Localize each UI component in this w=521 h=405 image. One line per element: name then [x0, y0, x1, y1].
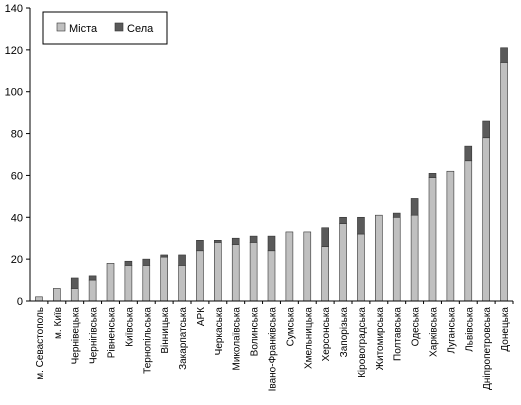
bar-segment-sela — [196, 240, 204, 252]
x-category-label: Тернопільська — [142, 307, 153, 374]
y-tick-label: 0 — [17, 296, 23, 308]
bar-segment-sela — [410, 198, 419, 216]
bar-segment-mista — [70, 288, 79, 302]
bar-segment-sela — [392, 212, 401, 218]
bar-segment-sela — [88, 275, 97, 281]
legend-label-sela: Села — [127, 23, 154, 35]
x-category-label: Дніпропетровська — [482, 307, 493, 390]
bar-segment-sela — [214, 240, 222, 243]
x-category-label: Закарпатська — [178, 307, 189, 370]
bar-segment-mista — [231, 244, 240, 302]
x-category-label: АРК — [196, 307, 207, 326]
y-tick-label: 140 — [5, 3, 23, 15]
x-category-label: Чернівецька — [71, 307, 82, 365]
y-tick-label: 100 — [5, 87, 23, 99]
x-category-label: Черкаська — [214, 307, 225, 356]
y-tick-label: 20 — [11, 254, 23, 266]
legend-swatch-sela — [114, 22, 124, 32]
bar-segment-mista — [124, 265, 133, 302]
bar-segment-mista — [285, 231, 294, 302]
bar-segment-mista — [357, 233, 365, 302]
x-category-label: Луганська — [446, 307, 457, 354]
bar-segment-mista — [339, 223, 347, 302]
bar-segment-mista — [160, 256, 168, 302]
x-category-label: Вінницька — [160, 307, 171, 354]
y-tick-label: 60 — [11, 170, 23, 182]
bar-segment-sela — [70, 277, 79, 289]
y-tick-label: 80 — [11, 129, 23, 141]
bar-segment-sela — [249, 235, 258, 243]
x-category-label: Полтавська — [393, 307, 404, 361]
bar-segment-sela — [321, 227, 329, 247]
x-category-label: Кіровоградська — [357, 307, 368, 378]
bar-segment-mista — [446, 170, 455, 302]
bar-segment-mista — [321, 246, 329, 302]
bar-segment-sela — [464, 145, 473, 162]
legend-swatch-mista — [56, 22, 66, 32]
y-tick-label: 120 — [5, 45, 23, 57]
bar-segment-mista — [142, 265, 151, 302]
bar-segment-sela — [160, 254, 168, 258]
bars — [35, 47, 508, 302]
x-category-label: Одеська — [411, 307, 422, 347]
bar-segment-sela — [124, 260, 133, 266]
bar-segment-sela — [482, 120, 490, 139]
bar-segment-mista — [106, 263, 115, 302]
bar-segment-mista — [303, 231, 312, 302]
x-category-label: Рівненська — [107, 307, 118, 359]
bar-segment-mista — [178, 265, 186, 302]
bar-segment-mista — [464, 160, 473, 302]
bar-segment-mista — [392, 216, 401, 302]
y-axis: 0 20 40 60 80 100 120 140 — [5, 3, 31, 308]
x-category-label: Запорізька — [339, 307, 350, 358]
bar-segment-mista — [267, 250, 276, 302]
bar-segment-mista — [35, 296, 43, 302]
x-category-label: Чернігівська — [89, 307, 100, 364]
bar-segment-mista — [375, 214, 383, 302]
bar-segment-sela — [357, 216, 365, 235]
bar-segment-mista — [482, 137, 490, 302]
x-category-label: Херсонська — [321, 307, 332, 362]
bar-segment-sela — [339, 216, 347, 224]
bar-segment-sela — [267, 235, 276, 252]
bar-segment-mista — [500, 62, 508, 302]
bar-segment-sela — [428, 173, 437, 178]
bar-segment-mista — [249, 242, 258, 302]
bar-segment-sela — [178, 254, 186, 266]
bar-segment-mista — [88, 279, 97, 302]
bar-segment-mista — [196, 250, 204, 302]
x-category-label: Київська — [124, 307, 135, 347]
x-category-label: Івано-Франківська — [268, 307, 279, 392]
x-category-label: Миколаївська — [232, 307, 243, 371]
bar-segment-sela — [500, 47, 508, 63]
bar-segment-mista — [410, 214, 419, 302]
x-category-label: Хмельницька — [303, 307, 314, 369]
x-category-label: Житомирська — [375, 307, 386, 371]
bar-segment-mista — [428, 177, 437, 302]
y-tick-label: 40 — [11, 212, 23, 224]
legend: Міста Села — [42, 11, 168, 45]
bar-segment-sela — [142, 258, 151, 266]
x-category-label: м. Київ — [53, 307, 64, 339]
bar-segment-mista — [53, 288, 61, 302]
bar-segment-mista — [214, 242, 222, 302]
x-category-label: Волинська — [250, 307, 261, 357]
bar-segment-sela — [231, 237, 240, 245]
x-category-label: Харківська — [429, 307, 440, 357]
legend-label-mista: Міста — [69, 23, 98, 35]
x-category-label: Львівська — [464, 307, 475, 352]
x-category-label: Донецька — [500, 307, 511, 352]
x-axis: м. Севастополь м. Київ Чернівецька Чернігів… — [30, 300, 514, 392]
x-category-label: м. Севастополь — [35, 307, 46, 380]
x-category-label: Сумська — [285, 307, 296, 347]
